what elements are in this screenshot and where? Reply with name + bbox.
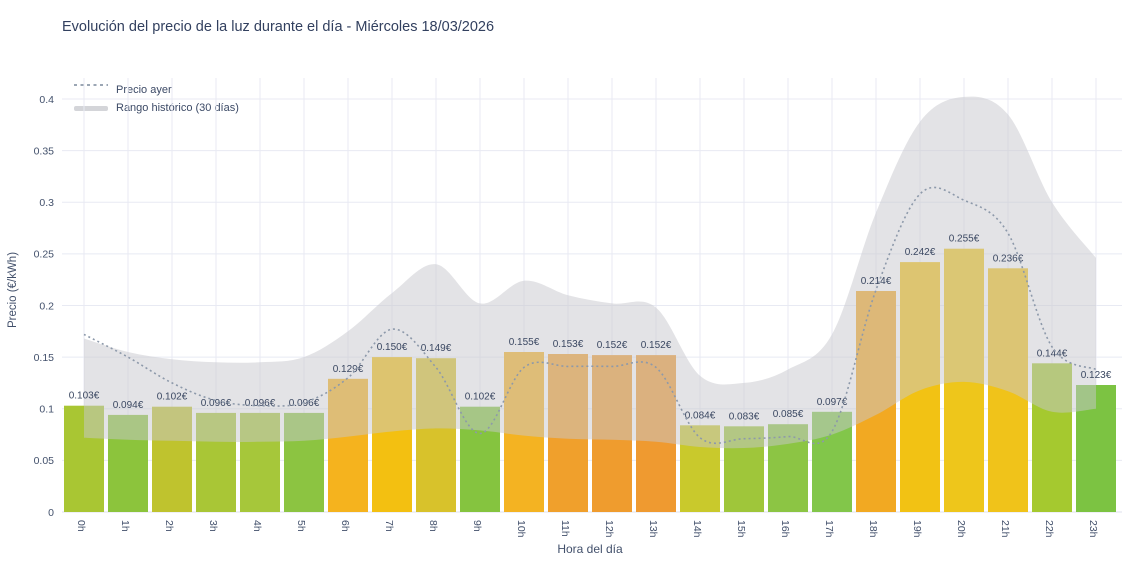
x-tick-label: 14h (691, 520, 703, 538)
y-tick-label: 0.15 (34, 352, 55, 364)
y-tick-label: 0 (48, 507, 54, 519)
x-tick-label: 2h (163, 520, 175, 532)
x-tick-label: 3h (207, 520, 219, 532)
x-axis-ticks: 0h 1h 2h 3h 4h 5h 6h 7h 8h 9h 10h 11h 12h 13h 14h 15h 16… (75, 520, 1099, 538)
x-tick-label: 18h (867, 520, 879, 538)
bar-value-label: 0.083€ (729, 411, 760, 422)
x-tick-label: 23h (1087, 520, 1099, 538)
x-tick-label: 16h (779, 520, 791, 538)
legend-label: Precio ayer (116, 84, 172, 96)
bar-value-label: 0.242€ (905, 247, 936, 258)
bar-value-label: 0.236€ (993, 253, 1024, 264)
bar-value-label: 0.096€ (289, 398, 320, 409)
bar-value-label: 0.155€ (509, 337, 540, 348)
x-tick-label: 0h (75, 520, 87, 532)
x-tick-label: 6h (339, 520, 351, 532)
bar-value-label: 0.094€ (113, 400, 144, 411)
legend-label: Rango histórico (30 días) (116, 102, 239, 114)
legend-item-rango-historico[interactable]: Rango histórico (30 días) (74, 99, 239, 117)
x-tick-label: 22h (1043, 520, 1055, 538)
x-tick-label: 8h (427, 520, 439, 532)
x-tick-label: 10h (515, 520, 527, 538)
yesterday-price-line (83, 186, 1097, 445)
x-tick-label: 19h (911, 520, 923, 538)
x-tick-label: 7h (383, 520, 395, 532)
bar-value-label: 0.103€ (69, 391, 100, 402)
bar-value-label: 0.255€ (949, 234, 980, 245)
bar-value-label: 0.123€ (1081, 370, 1112, 381)
y-tick-label: 0.05 (34, 455, 55, 467)
x-tick-label: 9h (471, 520, 483, 532)
x-tick-label: 5h (295, 520, 307, 532)
bar-value-label: 0.214€ (861, 276, 892, 287)
bar-value-label: 0.149€ (421, 343, 452, 354)
bar-value-label: 0.152€ (641, 340, 672, 351)
x-tick-label: 15h (735, 520, 747, 538)
y-tick-label: 0.2 (39, 300, 54, 312)
bar-value-label: 0.150€ (377, 342, 408, 353)
bar-value-label: 0.084€ (685, 410, 716, 421)
historical-range-band (84, 96, 1096, 449)
bar-value-label: 0.085€ (773, 409, 804, 420)
bar-value-label: 0.096€ (201, 398, 232, 409)
x-tick-label: 11h (559, 520, 571, 537)
x-tick-label: 17h (823, 520, 835, 538)
bar-value-label: 0.129€ (333, 364, 364, 375)
bar-value-label: 0.102€ (465, 392, 496, 403)
bar-value-labels: 0.103€ 0.094€ 0.102€ 0.096€ 0.096€ 0.096€ 0.12… (69, 234, 1112, 423)
bar-value-label: 0.152€ (597, 340, 628, 351)
bar-value-label: 0.097€ (817, 397, 848, 408)
bar-value-label: 0.153€ (553, 339, 584, 350)
bar-value-label: 0.144€ (1037, 348, 1068, 359)
x-tick-label: 13h (647, 520, 659, 538)
y-tick-label: 0.4 (39, 94, 54, 106)
x-tick-label: 21h (999, 520, 1011, 538)
y-tick-label: 0.1 (39, 404, 54, 416)
band-swatch-icon (74, 105, 108, 111)
legend: Precio ayer Rango histórico (30 días) (74, 81, 239, 117)
legend-item-precio-ayer[interactable]: Precio ayer (74, 81, 239, 99)
bar-value-label: 0.102€ (157, 392, 188, 403)
y-tick-label: 0.25 (34, 249, 55, 261)
y-tick-label: 0.35 (34, 145, 55, 157)
chart-title: Evolución del precio de la luz durante e… (62, 19, 495, 35)
bar-value-label: 0.096€ (245, 398, 276, 409)
x-tick-label: 1h (119, 520, 131, 532)
x-axis-title: Hora del día (557, 542, 623, 556)
x-tick-label: 12h (603, 520, 615, 538)
y-axis-ticks: 0 0.05 0.1 0.15 0.2 0.25 0.3 0.35 0.4 (34, 94, 55, 519)
x-tick-label: 4h (251, 520, 263, 532)
x-tick-label: 20h (955, 520, 967, 538)
y-tick-label: 0.3 (39, 197, 54, 209)
